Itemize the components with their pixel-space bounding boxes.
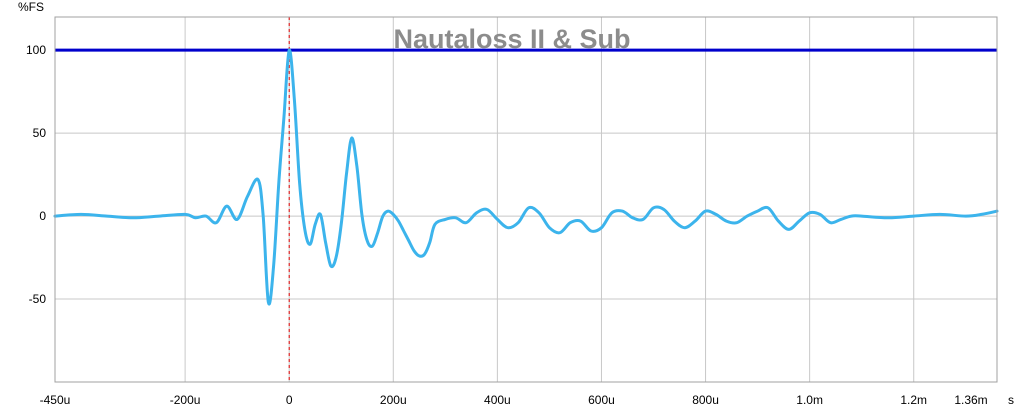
x-tick-label: 200u bbox=[380, 393, 407, 407]
plot-area-background bbox=[55, 17, 997, 382]
y-tick-label: 50 bbox=[33, 126, 47, 140]
y-tick-label: -50 bbox=[29, 292, 47, 306]
x-tick-label: 800u bbox=[692, 393, 719, 407]
x-tick-label: -450u bbox=[40, 393, 71, 407]
y-tick-label: 0 bbox=[39, 209, 46, 223]
x-tick-label: -200u bbox=[170, 393, 201, 407]
x-tick-label: 400u bbox=[484, 393, 511, 407]
x-axis-unit: s bbox=[1008, 393, 1014, 407]
x-tick-label: 0 bbox=[286, 393, 293, 407]
x-tick-label: 1.2m bbox=[900, 393, 927, 407]
y-axis-label: %FS bbox=[18, 0, 44, 14]
x-tick-labels: -450u -200u 0 200u 400u 600u 800u 1.0m 1.2m 1.36m… bbox=[40, 393, 1014, 407]
x-tick-label: 1.36m bbox=[954, 393, 987, 407]
x-tick-label: 1.0m bbox=[796, 393, 823, 407]
impulse-response-line bbox=[53, 48, 999, 306]
y-tick-label: 100 bbox=[26, 43, 46, 57]
y-tick-labels: 100 50 0 -50 bbox=[26, 43, 46, 306]
plot-area-border bbox=[54, 16, 998, 383]
chart-title: Nautaloss II & Sub bbox=[393, 24, 630, 54]
x-tick-label: 600u bbox=[588, 393, 615, 407]
